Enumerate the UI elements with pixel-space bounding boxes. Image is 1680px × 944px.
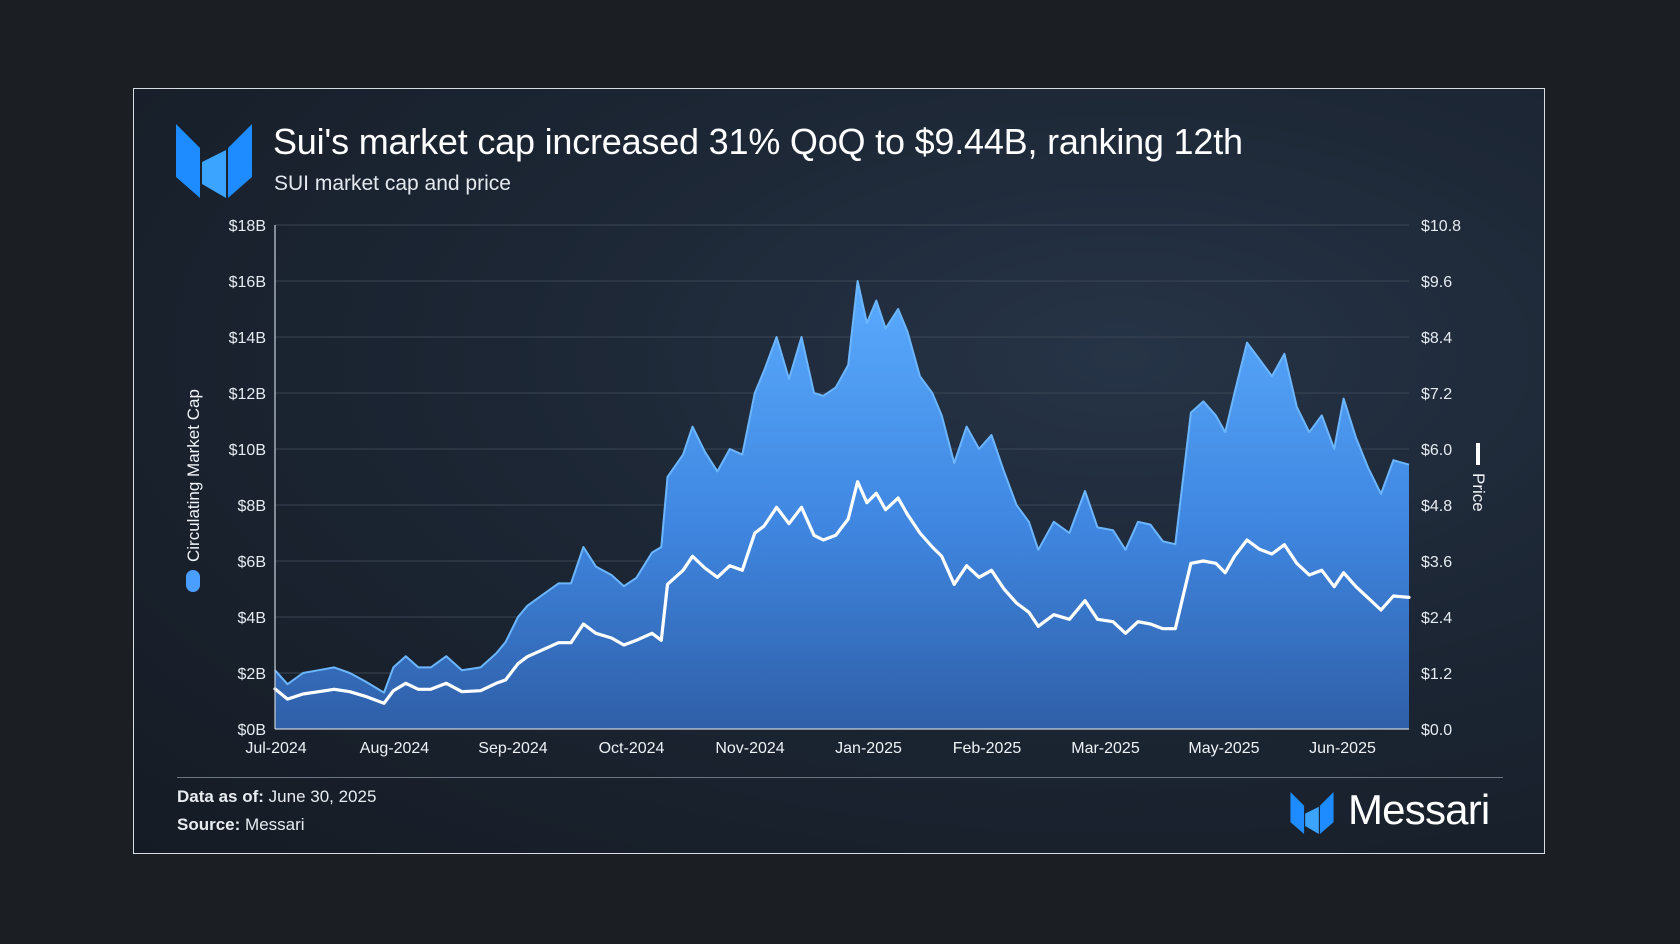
price-line (273, 480, 1411, 705)
market-cap-area (275, 281, 1409, 729)
right-tick-label: $9.6 (1421, 274, 1452, 291)
x-tick-label: Feb-2025 (953, 740, 1022, 757)
left-tick-label: $14B (229, 330, 266, 347)
left-tick-label: $16B (229, 274, 266, 291)
footer-divider (177, 777, 1503, 778)
right-tick-label: $4.8 (1421, 498, 1452, 515)
left-axis-label: Circulating Market Cap (184, 389, 203, 562)
source-label: Source: (177, 815, 241, 834)
x-tick-label: Sep-2024 (478, 740, 547, 757)
left-tick-label: $6B (238, 554, 266, 571)
data-as-of-value: June 30, 2025 (268, 787, 377, 806)
left-tick-label: $10B (229, 442, 266, 459)
market-cap-legend-marker (186, 570, 200, 592)
messari-footer-icon (1290, 792, 1334, 834)
x-tick-label: Nov-2024 (715, 740, 784, 757)
x-tick-label: Oct-2024 (599, 740, 665, 757)
left-axis-title: Circulating Market Cap (184, 389, 203, 592)
x-tick-label: Jun-2025 (1309, 740, 1376, 757)
chart-subtitle: SUI market cap and price (274, 172, 511, 195)
left-tick-label: $2B (238, 666, 266, 683)
source-value: Messari (245, 815, 305, 834)
x-tick-label: Jan-2025 (835, 740, 902, 757)
messari-logo-icon (176, 124, 252, 198)
right-tick-label: $2.4 (1421, 610, 1452, 627)
price-legend-marker (1476, 443, 1480, 465)
x-tick-label: Mar-2025 (1071, 740, 1140, 757)
left-tick-label: $8B (238, 498, 266, 515)
x-tick-label: May-2025 (1188, 740, 1259, 757)
market-cap-line (274, 280, 1410, 694)
right-tick-label: $7.2 (1421, 386, 1452, 403)
left-tick-label: $18B (229, 218, 266, 235)
left-tick-label: $12B (229, 386, 266, 403)
left-tick-label: $0B (238, 722, 266, 739)
x-tick-label: Jul-2024 (245, 740, 306, 757)
right-tick-label: $1.2 (1421, 666, 1452, 683)
source: Source: Messari (177, 815, 305, 835)
right-tick-label: $6.0 (1421, 442, 1452, 459)
data-as-of-label: Data as of: (177, 787, 264, 806)
right-tick-label: $3.6 (1421, 554, 1452, 571)
left-tick-label: $4B (238, 610, 266, 627)
footer-logo-text: Messari (1348, 786, 1490, 833)
x-tick-label: Aug-2024 (360, 740, 429, 757)
right-tick-label: $8.4 (1421, 330, 1452, 347)
chart-title: Sui's market cap increased 31% QoQ to $9… (273, 121, 1243, 162)
data-as-of: Data as of: June 30, 2025 (177, 787, 376, 807)
right-axis-title: Price (1469, 443, 1488, 512)
right-axis-label: Price (1469, 473, 1488, 512)
right-tick-label: $10.8 (1421, 218, 1461, 235)
right-tick-label: $0.0 (1421, 722, 1452, 739)
